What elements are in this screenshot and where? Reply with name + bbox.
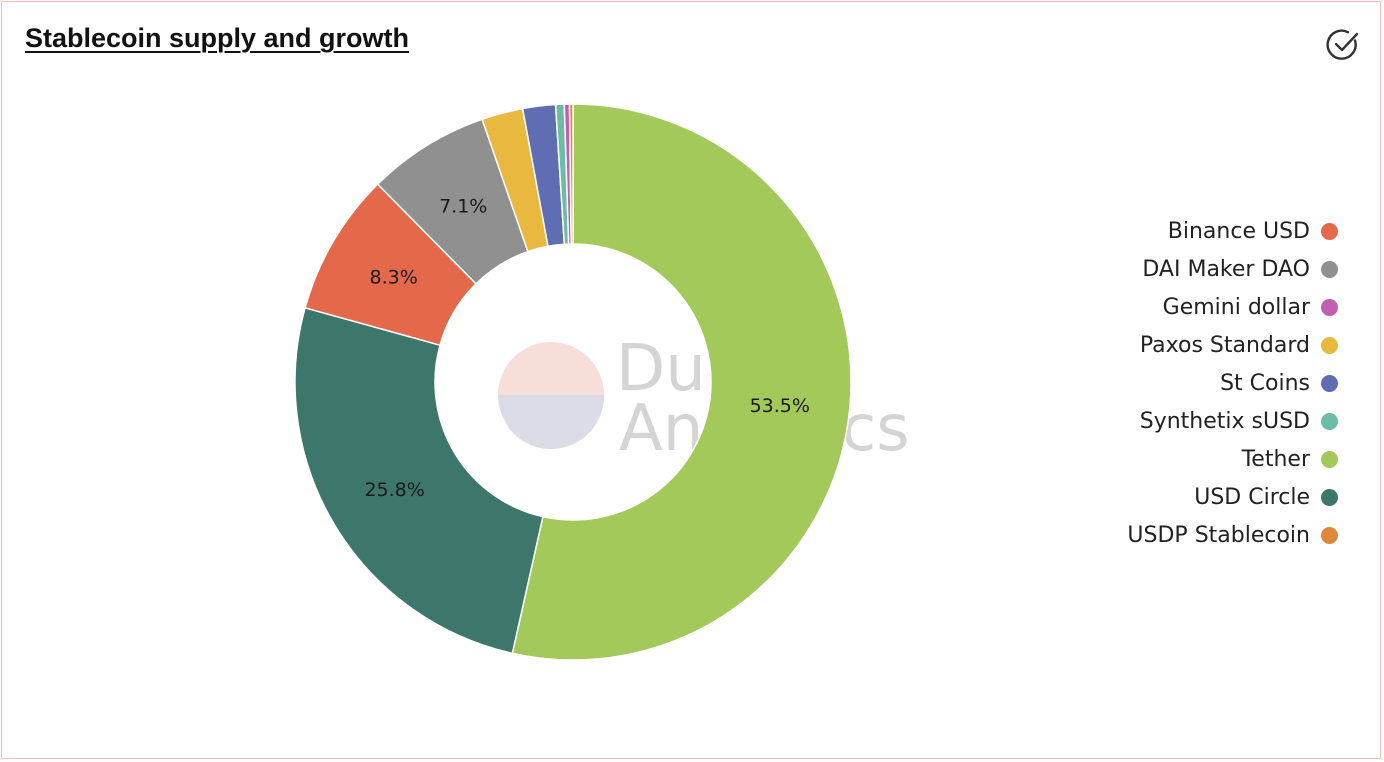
legend-label: USDP Stablecoin	[1127, 523, 1310, 548]
legend-label: Synthetix sUSD	[1140, 409, 1310, 434]
legend-item[interactable]: St Coins	[1220, 364, 1338, 402]
legend-item[interactable]: Gemini dollar	[1163, 288, 1338, 326]
chart-legend: Binance USD DAI Maker DAO Gemini dollar Pax…	[1127, 212, 1338, 554]
slice-label: 53.5%	[750, 395, 810, 417]
legend-label: Tether	[1242, 447, 1310, 472]
legend-item[interactable]: Binance USD	[1168, 212, 1338, 250]
legend-swatch	[1321, 223, 1338, 240]
legend-swatch	[1321, 261, 1338, 278]
legend-item[interactable]: Synthetix sUSD	[1140, 402, 1338, 440]
legend-label: St Coins	[1220, 371, 1310, 396]
legend-swatch	[1321, 527, 1338, 544]
legend-item[interactable]: Paxos Standard	[1140, 326, 1338, 364]
legend-label: USD Circle	[1194, 485, 1310, 510]
legend-swatch	[1321, 337, 1338, 354]
legend-label: DAI Maker DAO	[1142, 257, 1310, 282]
legend-label: Paxos Standard	[1140, 333, 1310, 358]
legend-item[interactable]: Tether	[1242, 440, 1338, 478]
legend-swatch	[1321, 375, 1338, 392]
slice-label: 7.1%	[439, 195, 487, 217]
legend-swatch	[1321, 489, 1338, 506]
legend-swatch	[1321, 299, 1338, 316]
legend-label: Binance USD	[1168, 219, 1310, 244]
legend-label: Gemini dollar	[1163, 295, 1310, 320]
legend-item[interactable]: USDP Stablecoin	[1127, 516, 1338, 554]
legend-swatch	[1321, 413, 1338, 430]
legend-item[interactable]: USD Circle	[1194, 478, 1338, 516]
legend-swatch	[1321, 451, 1338, 468]
slice-label: 8.3%	[369, 267, 417, 289]
legend-item[interactable]: DAI Maker DAO	[1142, 250, 1338, 288]
slice-label: 25.8%	[364, 479, 424, 501]
